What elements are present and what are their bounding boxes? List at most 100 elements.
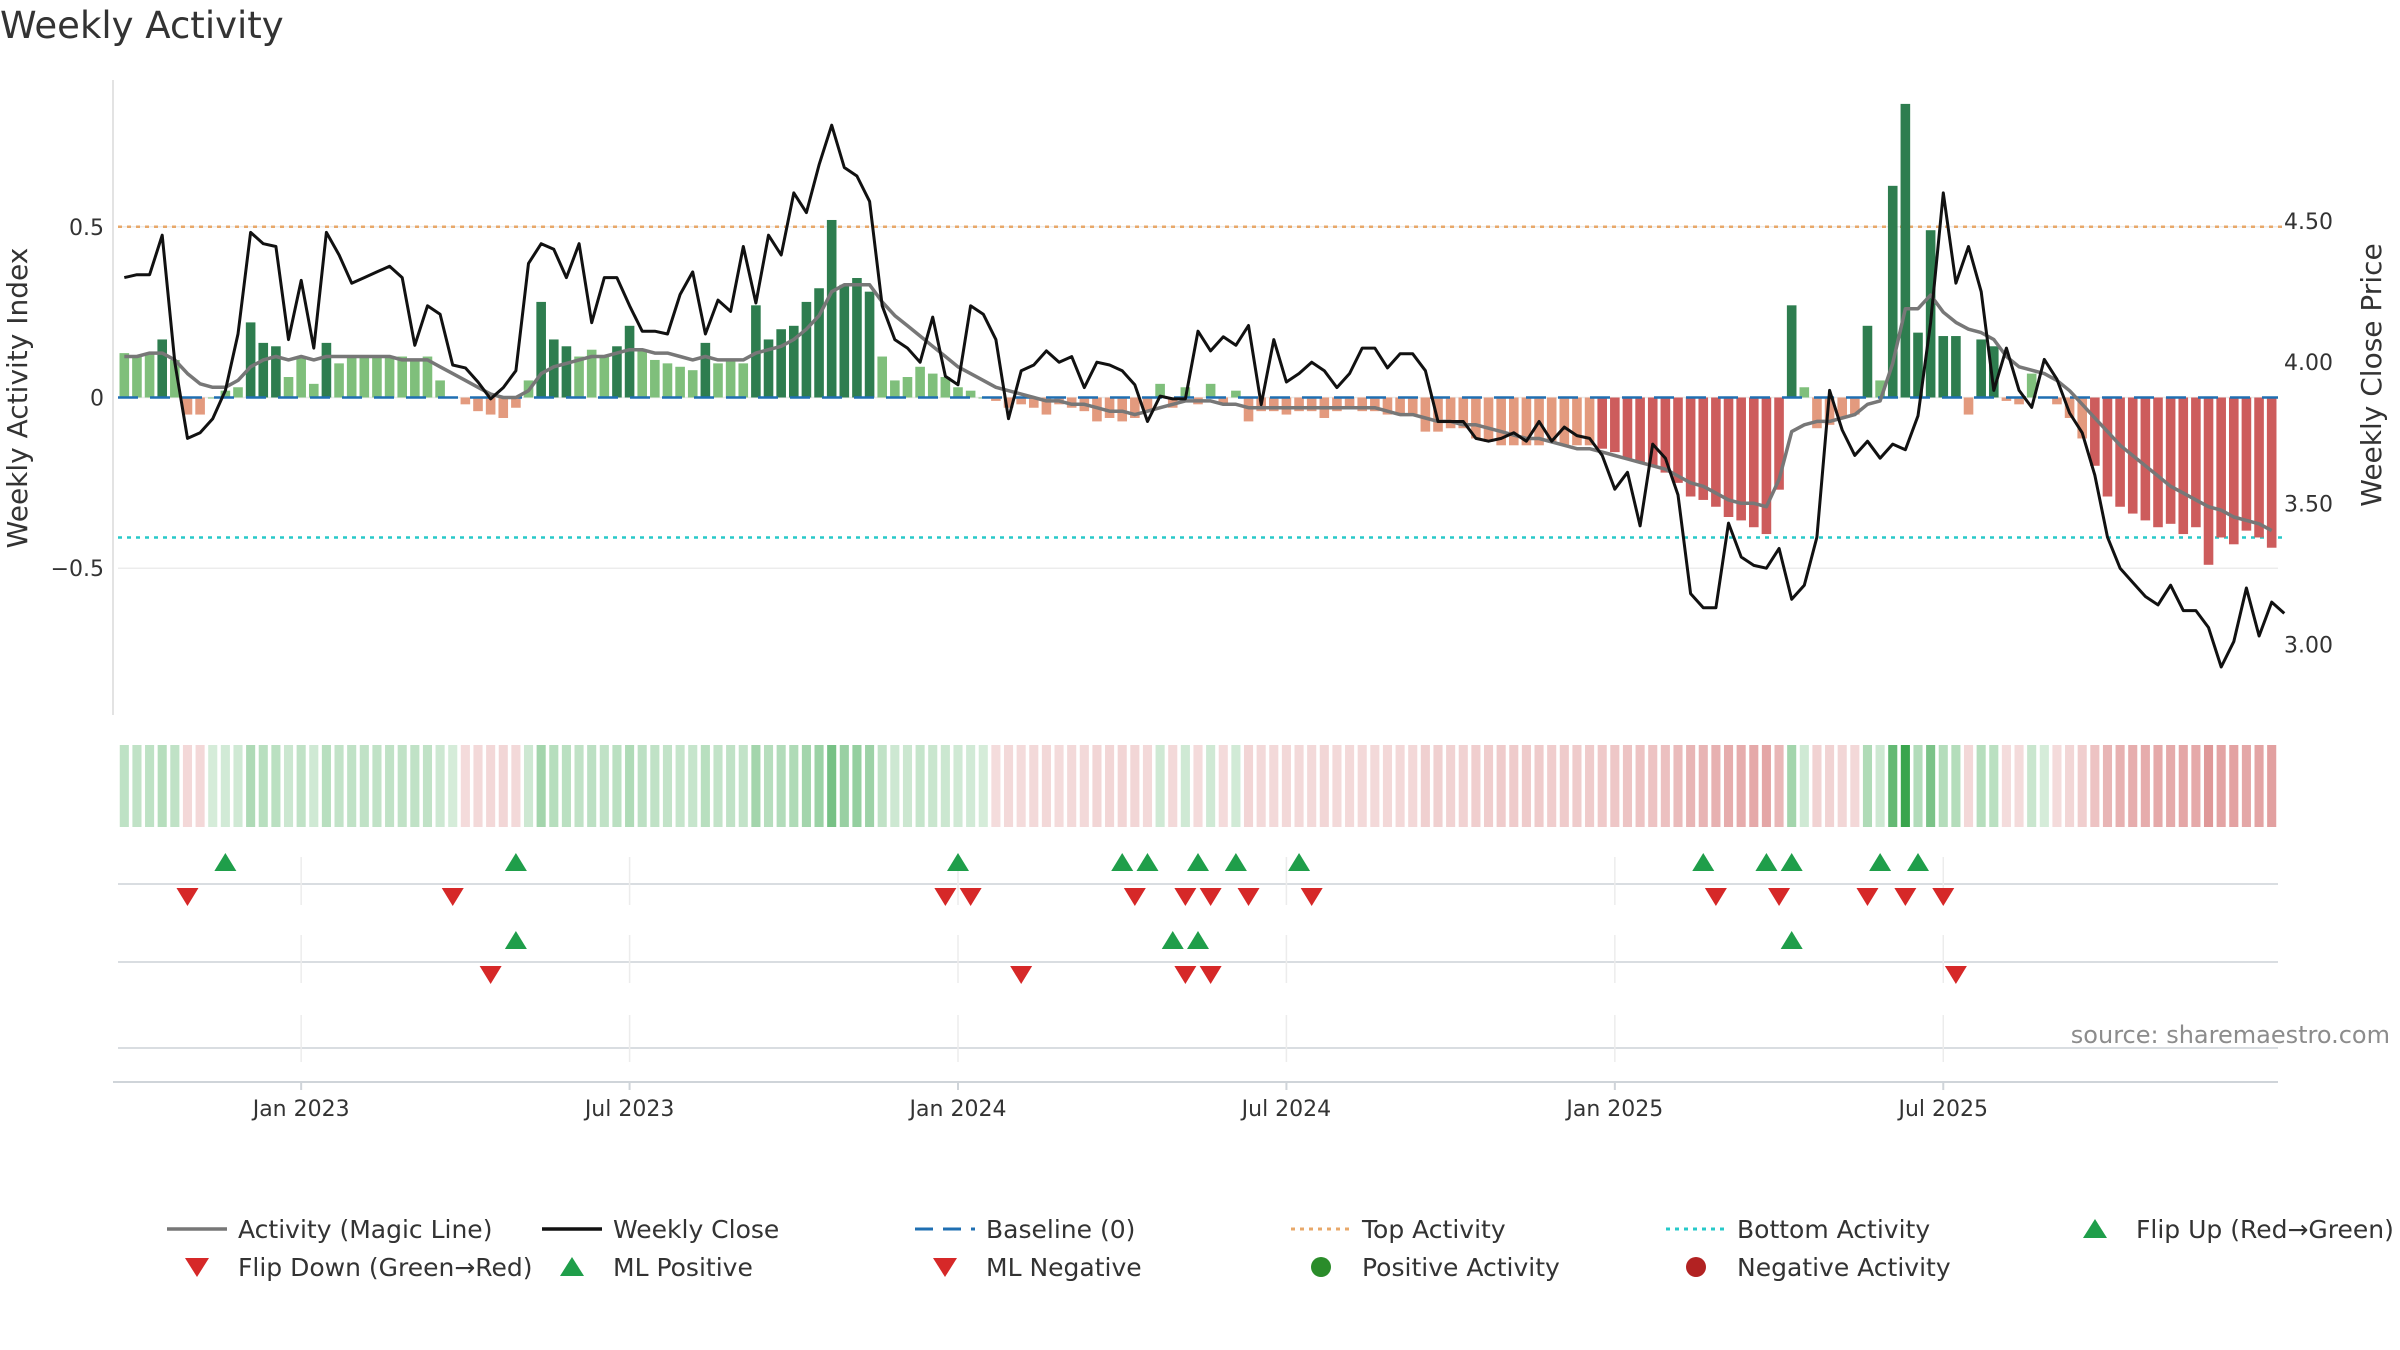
flip-up-marker [1692,853,1715,871]
heat-strip-cell [2178,745,2188,827]
ml-negative-marker [1199,966,1222,984]
legend-label: Flip Down (Green→Red) [238,1253,533,1282]
flip-up-marker [1907,853,1929,871]
heat-strip-cell [2216,745,2226,827]
heat-strip-cell [1067,745,1077,827]
heat-strip-cell [966,745,976,827]
heat-strip-cell [1408,745,1418,827]
legend-label: Positive Activity [1362,1253,1560,1282]
legend-triangle-up-icon [2083,1219,2107,1238]
activity-bar [2077,397,2088,439]
legend-circle-icon [1686,1257,1706,1277]
heat-strip-cell [258,745,268,827]
heat-strip-cell [1294,745,1304,827]
heat-strip-cell [246,745,256,827]
activity-bar [1155,383,1165,398]
heat-strip-cell [650,745,660,827]
activity-bar [1786,305,1797,398]
heat-strip-cell [751,745,761,827]
activity-bar [788,325,799,398]
activity-bar [207,397,218,399]
heat-strip-cell [448,745,458,827]
heat-strip-cell [2229,745,2239,827]
activity-bar [953,387,963,398]
activity-bar [637,349,648,398]
heat-strip-cell [625,745,635,827]
heat-strip-cell [587,745,597,827]
activity-bar [586,349,597,398]
heat-strip-cell [536,745,546,827]
activity-heat-strip [119,745,2277,827]
heat-strip-cell [662,745,673,827]
right-tick-label: 3.00 [2284,633,2333,658]
heat-strip-cell [372,745,382,827]
activity-bar [536,301,546,398]
heat-strip-cell [410,745,420,827]
activity-bar [965,390,976,398]
activity-bar [132,356,142,398]
heat-strip-cell [498,745,508,827]
legend: Activity (Magic Line) Weekly Close Baselin… [167,1215,2394,1282]
heat-strip-cell [1307,745,1317,827]
activity-bar [2178,397,2189,535]
heat-strip-cell [1862,745,1873,827]
heat-strip-cell [839,745,849,827]
heat-strip-cell [1711,745,1721,827]
activity-bar [1003,397,1014,408]
activity-bar [1976,339,1986,398]
left-axis-ticks: 0.5 0 −0.5 [51,216,104,582]
activity-bar [599,356,610,398]
activity-bar [612,346,622,398]
activity-bar [2228,397,2239,545]
activity-bar [422,356,433,398]
heat-strip-cell [1660,745,1670,827]
legend-item: Flip Up (Red→Green) [2083,1215,2394,1244]
heat-strip-cell [1003,745,1014,827]
activity-bar [1016,397,1026,405]
activity-bar [460,397,471,405]
heat-strip-cell [1875,745,1885,827]
activity-bar [1887,185,1898,398]
activity-bar [1231,390,1241,398]
activity-bar [346,356,357,398]
activity-bar [1268,397,1279,412]
activity-bar [245,322,256,398]
heat-strip-cell [801,745,811,827]
heat-strip-cell [549,745,559,827]
activity-bar [864,291,875,398]
heat-strip-cell [1648,745,1658,827]
activity-bar [1938,336,1949,398]
heat-strip-cell [1332,745,1342,827]
activity-bar [1294,397,1304,412]
activity-bar [1812,397,1822,429]
heat-strip-cell [359,745,369,827]
legend-triangle-down-icon [933,1258,957,1277]
heat-strip-cell [220,745,230,827]
activity-bar [119,353,130,398]
heat-strip-cell [1269,745,1279,827]
heat-strip-cell [2090,745,2100,827]
heat-strip-cell [1597,745,1607,827]
heat-strip-cell [827,745,837,827]
heat-strip-cell [397,745,407,827]
heat-strip-cell [511,745,521,827]
heat-strip-cell [1585,745,1595,827]
heat-strip-cell [1117,745,1127,827]
heat-strip-cell [170,745,180,827]
activity-bar [2115,397,2125,507]
heat-strip-cell [1521,745,1531,827]
activity-bar [2026,373,2037,398]
legend-item: Weekly Close [542,1215,779,1244]
activity-bar [1306,397,1317,412]
heat-strip-cell [1092,745,1102,827]
activity-bar [902,377,913,398]
flip-up-marker [1869,853,1892,871]
activity-bar [826,219,837,398]
activity-bar [738,363,749,398]
source-credit: source: sharemaestro.com [2071,1021,2390,1049]
heat-strip-cell [296,745,306,827]
heat-strip-cell [1736,745,1746,827]
flip-down-marker [1856,888,1879,906]
flip-down-marker [176,888,199,906]
heat-strip-cell [1041,745,1051,827]
